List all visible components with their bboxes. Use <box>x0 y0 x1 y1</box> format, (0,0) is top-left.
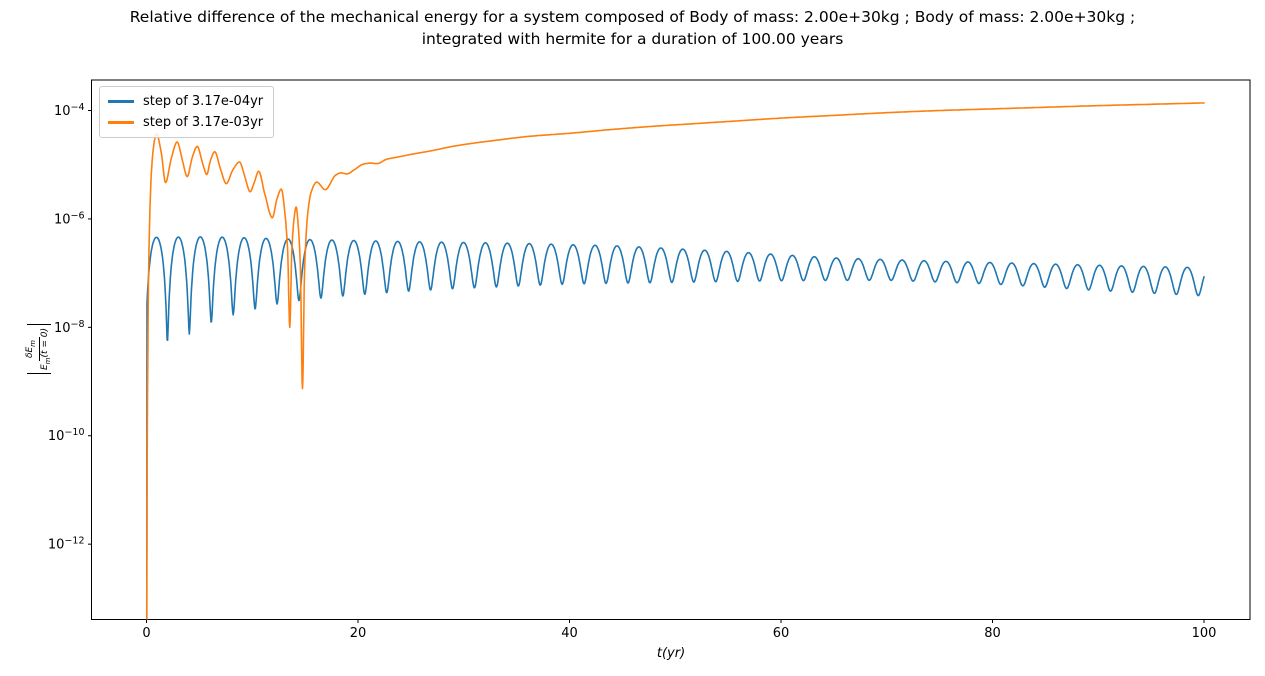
x-tick-label: 20 <box>350 626 367 641</box>
ylabel-left-bar <box>27 373 51 375</box>
x-axis-ticks: 0 20 40 60 80 100 <box>142 619 1217 641</box>
series-line-step-of-3-17e-04yr <box>146 236 1205 620</box>
x-tick-label: 100 <box>1192 626 1217 641</box>
x-axis-label: t(yr) <box>656 646 686 661</box>
ylabel-denominator: Em(t = 0) <box>39 327 52 371</box>
chart-title-line1: Relative difference of the mechanical en… <box>129 8 1136 26</box>
y-axis-label: δEm Em(t = 0) <box>24 302 54 396</box>
y-tick-label: 10−10 <box>48 427 85 444</box>
legend-entry: step of 3.17e-04yr <box>108 91 263 112</box>
legend-label: step of 3.17e-03yr <box>143 115 264 130</box>
ylabel-numerator: δEm <box>24 336 40 362</box>
legend-label: step of 3.17e-04yr <box>143 94 264 109</box>
x-tick-label: 80 <box>984 626 1001 641</box>
y-axis-ticks: 10−4 10−6 10−8 10−10 10−12 <box>48 102 92 553</box>
axes-box <box>91 79 1251 620</box>
series-line-step-of-3-17e-03yr <box>145 102 1205 620</box>
x-tick-label: 40 <box>561 626 578 641</box>
x-tick-label: 60 <box>773 626 790 641</box>
legend-entry: step of 3.17e-03yr <box>108 112 263 133</box>
chart-title-line2: integrated with hermite for a duration o… <box>421 30 844 48</box>
ylabel-right-bar <box>27 323 51 325</box>
chart-title: Relative difference of the mechanical en… <box>0 6 1265 50</box>
y-tick-label: 10−12 <box>48 536 85 553</box>
data-series <box>145 102 1205 620</box>
legend: step of 3.17e-04yr step of 3.17e-03yr <box>99 86 275 138</box>
ylabel-fraction: δEm Em(t = 0) <box>24 327 54 371</box>
legend-line-swatch <box>108 121 134 124</box>
y-tick-label: 10−8 <box>54 319 85 336</box>
y-tick-label: 10−6 <box>54 210 85 227</box>
x-tick-label: 0 <box>142 626 150 641</box>
legend-line-swatch <box>108 100 134 103</box>
y-tick-label: 10−4 <box>54 102 85 119</box>
